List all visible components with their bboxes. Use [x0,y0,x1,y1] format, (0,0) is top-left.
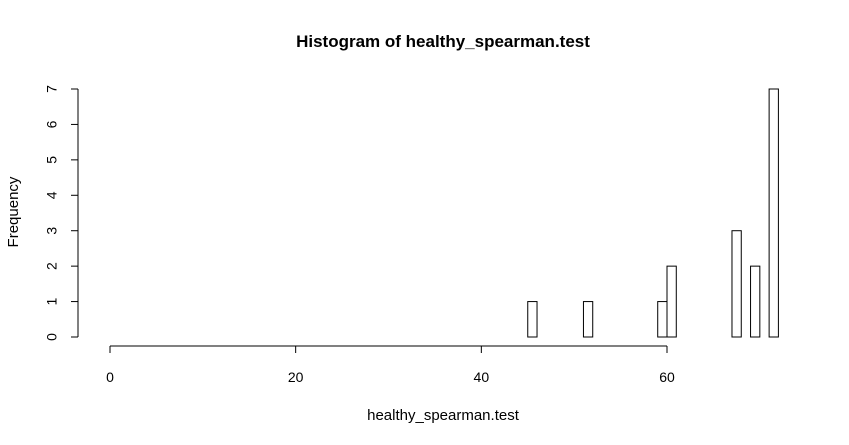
x-axis-title: healthy_spearman.test [367,407,520,424]
histogram-bar [657,301,668,338]
y-tick-label: 5 [44,156,60,164]
y-axis-title: Frequency [5,176,22,247]
histogram-bar [768,88,779,338]
x-axis: 0 20 40 60 [106,345,675,385]
y-tick-label: 2 [44,262,60,270]
y-axis: 0 1 2 3 4 5 6 7 [44,85,79,341]
histogram-bar [527,301,538,338]
histogram-bar [750,265,761,338]
y-tick-label: 0 [44,333,60,341]
y-tick-label: 7 [44,85,60,93]
x-tick-label: 0 [106,369,114,385]
histogram-bar [582,301,594,338]
chart-title: Histogram of healthy_spearman.test [296,32,590,51]
y-tick-label: 3 [44,227,60,235]
histogram-bars [527,88,779,338]
y-tick-label: 4 [44,191,60,199]
y-tick-label: 6 [44,120,60,128]
histogram-bar [666,265,677,338]
x-tick-label: 60 [659,369,675,385]
histogram-bar [731,230,742,338]
x-tick-label: 20 [288,369,304,385]
x-tick-label: 40 [474,369,490,385]
y-tick-label: 1 [44,297,60,305]
